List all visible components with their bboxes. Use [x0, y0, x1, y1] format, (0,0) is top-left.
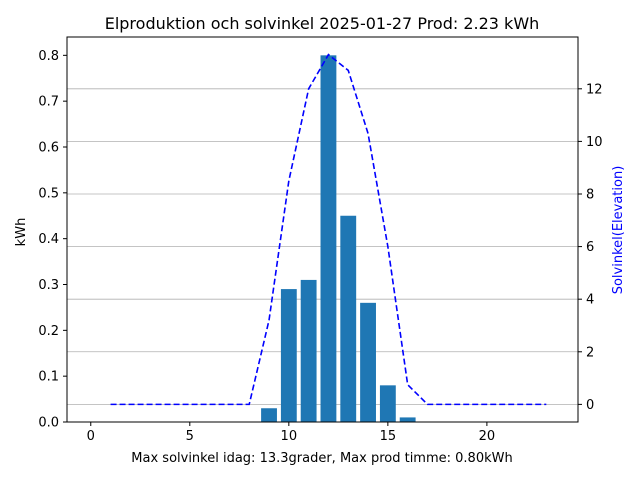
y2-tick-label: 8 [586, 187, 594, 202]
bar-series [261, 55, 416, 422]
elevation-series [110, 53, 547, 406]
y2-tick-label: 6 [586, 240, 594, 255]
bar [340, 215, 357, 422]
y2-tick-label: 4 [586, 293, 594, 308]
bar [399, 417, 416, 422]
y-tick-label: 0.0 [38, 416, 59, 431]
y-tick-label: 0.5 [38, 186, 59, 201]
y-tick-label: 0.4 [38, 232, 59, 247]
bar [261, 408, 277, 422]
bar [379, 385, 396, 422]
bar [360, 302, 376, 422]
y-tick-label: 0.8 [38, 49, 59, 64]
y2-tick-label: 12 [586, 82, 603, 97]
plot-frame [66, 36, 579, 423]
y-axis-left: 0.0 0.1 0.2 0.3 0.4 0.5 0.6 0.7 0.8 [38, 49, 67, 431]
y-tick-label: 0.6 [38, 141, 59, 156]
bar [320, 55, 337, 422]
y-tick-label: 0.2 [38, 324, 59, 339]
y-axis-right: 0 2 4 6 8 10 12 [578, 82, 603, 413]
bar [280, 289, 297, 422]
y2-axis-label: Solvinkel(Elevation) [611, 166, 626, 295]
chart-title: Elproduktion och solvinkel 2025-01-27 Pr… [105, 14, 540, 33]
y2-tick-label: 10 [586, 135, 603, 150]
y-tick-label: 0.1 [38, 370, 59, 385]
y2-tick-label: 0 [586, 398, 594, 413]
x-tick-label: 10 [281, 429, 298, 444]
y-tick-label: 0.7 [38, 95, 59, 110]
x-tick-label: 15 [380, 429, 397, 444]
x-axis-label: Max solvinkel idag: 13.3grader, Max prod… [131, 451, 512, 466]
x-tick-label: 20 [479, 429, 496, 444]
x-tick-label: 0 [87, 429, 95, 444]
x-axis: 0 5 10 15 20 [87, 422, 496, 444]
y2-tick-label: 2 [586, 345, 594, 360]
y-axis-label: kWh [14, 218, 29, 247]
elevation-line [110, 53, 547, 406]
y-tick-label: 0.3 [38, 278, 59, 293]
bar [300, 279, 317, 422]
x-tick-label: 5 [186, 429, 194, 444]
